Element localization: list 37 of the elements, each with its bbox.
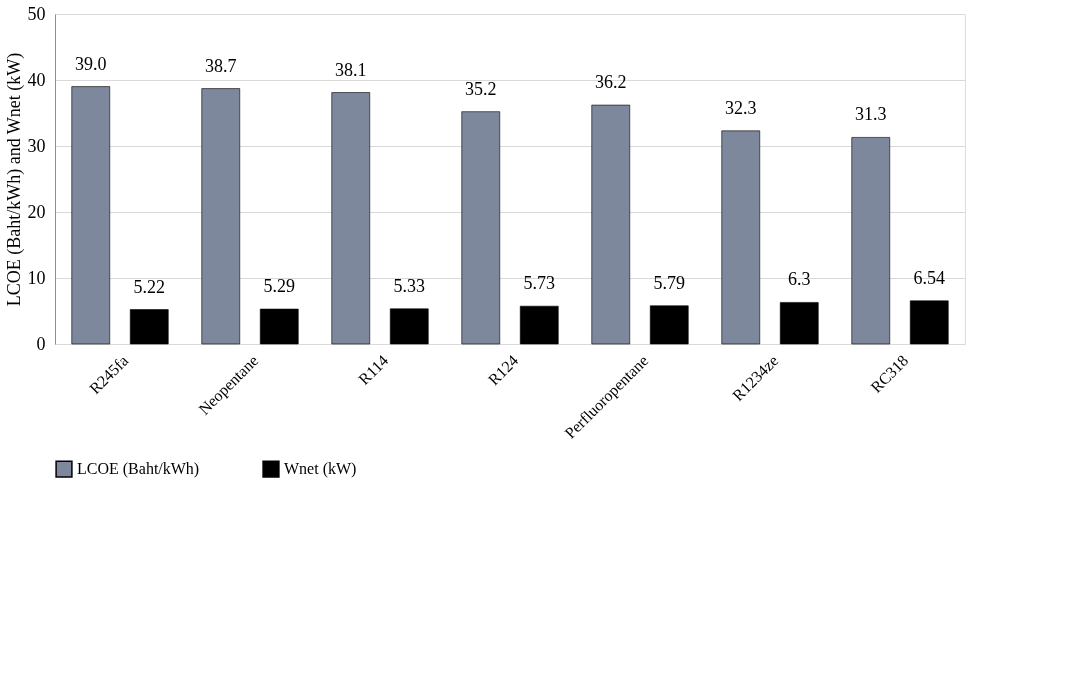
y-tick-label: 10 — [27, 267, 46, 288]
data-label: 38.7 — [205, 55, 237, 76]
legend-label: LCOE (Baht/kWh) — [77, 460, 200, 479]
data-label: 39.0 — [75, 53, 107, 74]
y-axis-title: LCOE (Baht/kWh) and Wnet (kW) — [3, 52, 25, 307]
data-label: 5.22 — [133, 276, 165, 297]
data-label: 5.33 — [393, 275, 425, 296]
bar — [851, 137, 891, 345]
y-tick-label: 30 — [27, 135, 46, 156]
y-tick-label: 50 — [27, 3, 46, 24]
data-label: 31.3 — [855, 104, 887, 125]
bar — [331, 92, 371, 345]
bar — [721, 130, 761, 345]
data-label: 5.73 — [523, 273, 555, 294]
bar — [591, 104, 631, 345]
data-label: 5.79 — [653, 272, 685, 293]
data-label: 35.2 — [465, 78, 497, 99]
bar — [389, 308, 429, 345]
y-tick-label: 20 — [27, 201, 46, 222]
bar — [909, 300, 949, 345]
data-label: 32.3 — [725, 97, 757, 118]
bar — [519, 305, 559, 345]
y-tick-label: 40 — [27, 69, 46, 90]
data-label: 38.1 — [335, 59, 367, 80]
data-label: 6.3 — [788, 269, 811, 290]
bar — [259, 308, 299, 345]
bar — [129, 309, 169, 345]
data-label: 6.54 — [913, 267, 945, 288]
y-tick-label: 0 — [36, 333, 46, 354]
bar — [201, 88, 241, 345]
legend-label: Wnet (kW) — [284, 460, 357, 479]
data-label: 5.29 — [263, 276, 295, 297]
bar — [779, 302, 819, 345]
bar — [71, 86, 111, 345]
bar — [461, 111, 501, 345]
bar — [649, 305, 689, 345]
data-label: 36.2 — [595, 72, 627, 93]
